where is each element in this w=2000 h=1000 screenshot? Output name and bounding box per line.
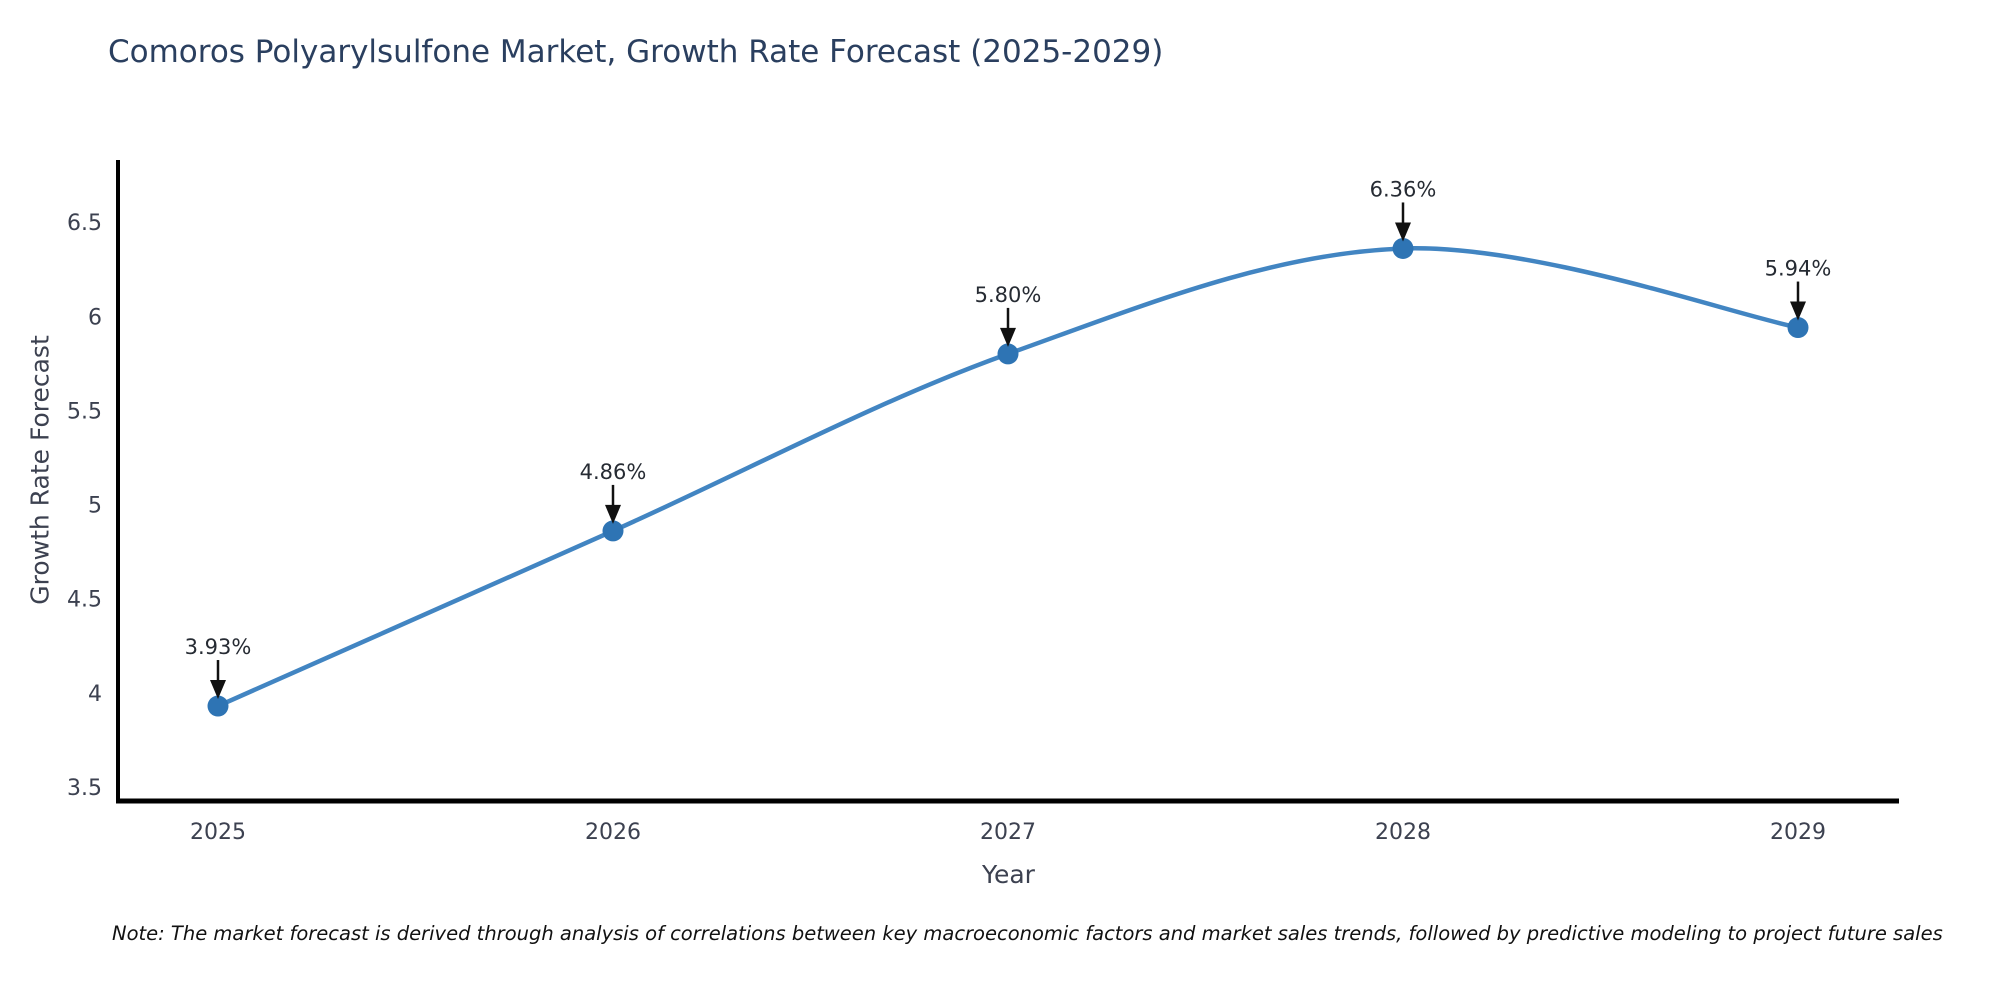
y-tick-label: 5.5 bbox=[67, 399, 102, 424]
data-point-marker bbox=[997, 343, 1019, 365]
data-point-marker bbox=[1787, 317, 1809, 339]
data-point-marker bbox=[602, 520, 624, 542]
annotation-arrowhead bbox=[1000, 327, 1016, 347]
chart-title: Comoros Polyarylsulfone Market, Growth R… bbox=[108, 34, 1164, 70]
x-tick-label: 2027 bbox=[980, 820, 1036, 845]
annotation-arrowhead bbox=[210, 680, 226, 700]
annotation-arrowhead bbox=[1790, 301, 1806, 321]
y-tick-label: 4.5 bbox=[67, 588, 102, 613]
data-point-marker bbox=[207, 695, 229, 717]
data-point-label: 5.94% bbox=[1765, 257, 1832, 281]
x-tick-label: 2025 bbox=[190, 820, 246, 845]
y-tick-label: 3.5 bbox=[67, 776, 102, 801]
y-tick-label: 6 bbox=[88, 305, 102, 330]
data-point-label: 4.86% bbox=[580, 460, 647, 484]
data-point-label: 6.36% bbox=[1370, 177, 1437, 201]
footnote: Note: The market forecast is derived thr… bbox=[112, 922, 1943, 945]
annotation-arrowhead bbox=[605, 504, 621, 524]
x-axis-title: Year bbox=[982, 860, 1035, 889]
x-tick-label: 2026 bbox=[585, 820, 641, 845]
data-point-label: 5.80% bbox=[975, 283, 1042, 307]
data-point-marker bbox=[1392, 237, 1414, 259]
y-tick-label: 6.5 bbox=[67, 211, 102, 236]
x-tick-label: 2029 bbox=[1770, 820, 1826, 845]
annotation-arrowhead bbox=[1395, 222, 1411, 242]
x-tick-label: 2028 bbox=[1375, 820, 1431, 845]
data-point-label: 3.93% bbox=[185, 635, 252, 659]
y-tick-label: 4 bbox=[88, 682, 102, 707]
y-tick-label: 5 bbox=[88, 494, 102, 519]
